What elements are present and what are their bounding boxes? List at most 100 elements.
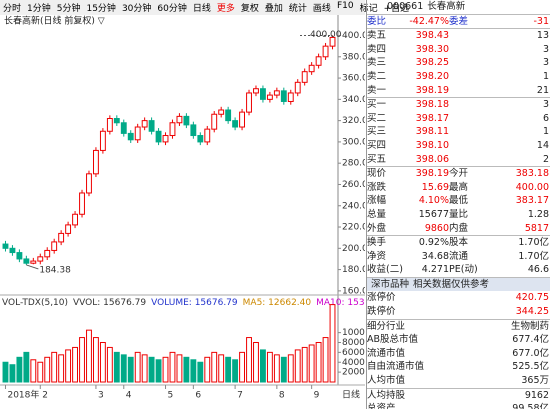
toolbar-button[interactable]: 画线 — [312, 4, 331, 14]
toolbar-button[interactable]: 30分钟 — [121, 4, 152, 14]
candle-body — [51, 241, 58, 251]
book-price: 398.06 — [415, 153, 449, 165]
book-price: 398.20 — [415, 70, 449, 82]
quote-cell: 4.271 — [421, 264, 449, 276]
notice: 相关数据仅供参考 — [413, 278, 490, 290]
candle-body — [106, 118, 113, 132]
x-tick-label: 7 — [237, 391, 243, 401]
extra-label: 自由流通市值 — [367, 361, 425, 373]
volume-bar — [273, 354, 280, 383]
quote-cell: 383.18 — [515, 168, 549, 180]
toolbar: 分时 1分钟 5分钟 15分钟 30分钟 60分钟 日线 更多 复权 叠加 统计 画线 F10 标记 +自选 — [0, 0, 409, 16]
candle-body — [211, 113, 218, 130]
toolbar-button[interactable]: F10 — [336, 1, 354, 11]
y-tick-label: 6000 — [342, 348, 365, 358]
book-price: 398.30 — [415, 43, 449, 55]
volume-bar — [190, 359, 197, 383]
volume-bar — [211, 351, 218, 383]
extra-label: 总资产 — [367, 403, 396, 409]
legend-item: VOLUME: 15676.79 — [151, 298, 238, 308]
toolbar-button[interactable]: 标记 — [359, 4, 378, 14]
volume-bar — [315, 342, 322, 383]
extra-value: 99.58亿 — [512, 403, 549, 409]
book-qty: 3 — [542, 43, 549, 55]
volume-bar — [232, 359, 239, 383]
toolbar-button[interactable]: 15分钟 — [86, 4, 116, 14]
row: 收益(二) 4.271 PE(动) 46.6 — [367, 263, 550, 277]
volume-bar — [225, 356, 232, 383]
row: 流通市值 677.0亿 — [367, 347, 550, 361]
volume-bar — [99, 342, 106, 383]
toolbar-button[interactable]: 统计 — [288, 4, 307, 14]
volume-bar — [23, 351, 30, 383]
row: 外盘 9860 内盘 5817 — [367, 222, 550, 236]
extra-value: 677.0亿 — [512, 347, 549, 359]
y-tick-label: 400.00 — [342, 31, 365, 41]
low-marker — [26, 264, 39, 270]
volume-bar — [155, 359, 162, 383]
candle-body — [162, 135, 169, 143]
toolbar-button[interactable]: 5分钟 — [56, 4, 81, 14]
toolbar-button[interactable]: +自选 — [383, 4, 410, 14]
chart-title: 长春高新(日线 前复权) ▽ — [4, 15, 105, 27]
book-label: 买二 — [367, 112, 387, 124]
candle-body — [37, 256, 44, 262]
toolbar-button[interactable]: 更多 — [216, 4, 235, 14]
x-tick-label: 4 — [126, 391, 132, 401]
y-tick-label: 8000 — [342, 338, 365, 348]
book-price: 398.19 — [415, 84, 449, 96]
toolbar-button[interactable]: 分时 — [3, 4, 22, 14]
extra-value: 525.5亿 — [512, 361, 549, 373]
toolbar-button[interactable]: 叠加 — [264, 4, 283, 14]
candle-body — [218, 109, 225, 115]
candle-body — [246, 92, 252, 113]
volume-bar — [280, 356, 287, 383]
row: AB股总市值 677.4亿 — [367, 333, 550, 347]
book-qty: 2 — [542, 153, 549, 165]
book-price: 398.11 — [415, 126, 449, 138]
quote-cell: 383.17 — [515, 195, 549, 207]
toolbar-button[interactable]: 60分钟 — [157, 4, 187, 14]
volume-bar — [86, 329, 92, 383]
toolbar-button[interactable]: 日线 — [192, 4, 211, 14]
row: 委比 -42.47% 委差 -31 — [367, 13, 550, 29]
y-tick-label: 220.00 — [342, 223, 365, 233]
quote-cell: 4.10% — [418, 195, 449, 207]
candle-body — [239, 111, 245, 128]
quote-cell: 总量 — [367, 208, 387, 220]
row: 跌停价 344.25 — [367, 305, 550, 319]
volume-bar — [72, 346, 78, 383]
y-tick-label: 260.00 — [342, 180, 365, 190]
candle-body — [9, 247, 16, 254]
book-qty: 3 — [542, 99, 549, 111]
volume-bar — [65, 349, 72, 383]
y-tick-label: 280.00 — [342, 159, 365, 169]
legend-item: MA5: 12662.40 — [243, 298, 312, 308]
extra-value: 344.25 — [515, 306, 549, 318]
extra-value: 365万 — [521, 375, 549, 387]
extra-label: 跌停价 — [367, 306, 396, 318]
volume-bar — [148, 356, 155, 383]
volume-bar — [176, 354, 183, 383]
y-tick-label: 10000 — [342, 328, 365, 338]
volume-bar — [120, 354, 127, 383]
candle-body — [260, 88, 266, 100]
candle-body — [232, 120, 239, 128]
y-tick-label: 340.00 — [342, 95, 365, 105]
notice: 深市品种 — [371, 278, 410, 290]
row: 涨停价 420.75 — [367, 291, 550, 305]
legend-item: VVOL: 15676.79 — [73, 298, 146, 308]
row: 人均持股 9162 — [367, 387, 550, 403]
candle-body — [280, 90, 287, 102]
toolbar-button[interactable]: 1分钟 — [27, 4, 51, 14]
toolbar-button[interactable]: 复权 — [240, 4, 259, 14]
row: 买一 398.18 3 — [367, 97, 550, 112]
y-tick-label: 2000 — [342, 368, 365, 378]
book-label: 买四 — [367, 139, 387, 151]
candle-body — [127, 132, 134, 141]
volume-bar — [58, 354, 65, 383]
volume-bar — [183, 356, 190, 383]
candle-body — [294, 81, 301, 94]
row: 细分行业 生物制药 — [367, 318, 550, 334]
